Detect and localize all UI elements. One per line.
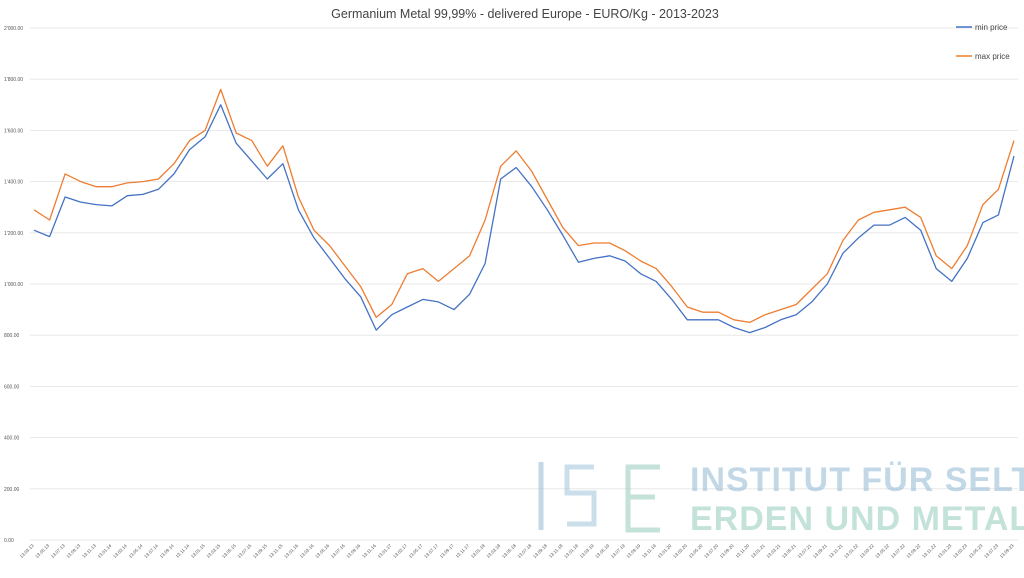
x-tick-label: 13.09.23 — [999, 543, 1015, 559]
x-tick-label: 13.05.23 — [968, 543, 984, 559]
x-tick-label: 13.09.14 — [159, 543, 175, 559]
x-tick-label: 13.11.21 — [828, 543, 844, 559]
y-tick-label: 1'200.00 — [4, 231, 23, 237]
x-tick-label: 13.01.20 — [657, 543, 673, 559]
ise-logo — [538, 462, 660, 533]
x-tick-label: 13.03.23 — [952, 543, 968, 559]
x-tick-label: 13.03.16 — [299, 543, 315, 559]
x-tick-label: 13.11.22 — [921, 543, 937, 559]
x-tick-label: 13.05.15 — [221, 543, 237, 559]
y-tick-label: 1'600.00 — [4, 128, 23, 134]
x-tick-label: 13.01.15 — [190, 543, 206, 559]
x-tick-label: 13.11.17 — [455, 543, 471, 559]
x-tick-label: 13.03.20 — [672, 543, 688, 559]
x-tick-label: 13.07.13 — [50, 543, 66, 559]
x-tick-label: 13.09.19 — [625, 543, 641, 559]
y-tick-label: 800.00 — [4, 333, 20, 339]
x-tick-label: 13.07.15 — [237, 543, 253, 559]
x-tick-label: 13.01.16 — [283, 543, 299, 559]
x-tick-label: 13.07.23 — [983, 543, 999, 559]
x-tick-label: 13.11.13 — [81, 543, 97, 559]
legend-label-max: max price — [975, 52, 1010, 61]
x-tick-label: 13.09.20 — [719, 543, 735, 559]
x-tick-label: 13.01.14 — [97, 543, 113, 559]
y-tick-label: 1'000.00 — [4, 282, 23, 288]
x-axis: 13.03.13 13.05.13 13.07.13 13.09.13 13.11.13… — [19, 543, 1015, 559]
y-tick-label: 0.00 — [4, 538, 14, 544]
y-tick-label: 1'800.00 — [4, 77, 23, 83]
watermark-line2: ERDEN UND METALLE AG — [690, 500, 1024, 538]
x-tick-label: 13.01.23 — [937, 543, 953, 559]
gridlines — [30, 27, 1018, 541]
x-tick-label: 13.03.21 — [765, 543, 781, 559]
x-tick-label: 13.01.19 — [563, 543, 579, 559]
x-tick-label: 13.09.15 — [252, 543, 268, 559]
x-tick-label: 13.01.18 — [470, 543, 486, 559]
x-tick-label: 13.09.17 — [439, 543, 455, 559]
y-tick-label: 200.00 — [4, 487, 20, 493]
x-tick-label: 13.11.16 — [361, 543, 377, 559]
x-tick-label: 13.09.22 — [905, 543, 921, 559]
x-tick-label: 13.01.17 — [377, 543, 393, 559]
x-tick-label: 13.09.18 — [532, 543, 548, 559]
y-tick-label: 2'000.00 — [4, 26, 23, 32]
y-axis: 0.00 200.00 400.00 600.00 800.00 1'000.00 1'20… — [4, 26, 23, 544]
x-tick-label: 13.01.22 — [843, 543, 859, 559]
x-tick-label: 13.07.19 — [610, 543, 626, 559]
x-tick-label: 13.07.21 — [797, 543, 813, 559]
x-tick-label: 13.11.20 — [735, 543, 751, 559]
x-tick-label: 13.09.21 — [812, 543, 828, 559]
x-tick-label: 13.03.22 — [859, 543, 875, 559]
x-tick-label: 13.11.14 — [175, 543, 191, 559]
x-tick-label: 13.07.18 — [517, 543, 533, 559]
x-tick-label: 13.05.19 — [594, 543, 610, 559]
x-tick-label: 13.09.16 — [345, 543, 361, 559]
x-tick-label: 13.03.13 — [19, 543, 35, 559]
x-tick-label: 13.05.18 — [501, 543, 517, 559]
x-tick-label: 13.05.16 — [314, 543, 330, 559]
x-tick-label: 13.03.14 — [112, 543, 128, 559]
series-line-min-price — [33, 104, 1015, 334]
x-tick-label: 13.11.19 — [641, 543, 657, 559]
legend: min price max price — [956, 23, 1010, 61]
x-tick-label: 13.01.21 — [750, 543, 766, 559]
x-tick-label: 13.07.16 — [330, 543, 346, 559]
series-line-max-price — [33, 88, 1015, 324]
y-tick-label: 600.00 — [4, 384, 20, 390]
x-tick-label: 13.03.15 — [205, 543, 221, 559]
chart-title: Germanium Metal 99,99% - delivered Europ… — [331, 7, 719, 21]
watermark-line1: INSTITUT FÜR SELTENE — [690, 461, 1024, 499]
x-tick-label: 13.11.15 — [268, 543, 284, 559]
watermark: INSTITUT FÜR SELTENE ERDEN UND METALLE A… — [538, 461, 1024, 538]
x-tick-label: 13.07.22 — [890, 543, 906, 559]
x-tick-label: 13.05.20 — [688, 543, 704, 559]
x-tick-label: 13.05.21 — [781, 543, 797, 559]
x-tick-label: 13.05.22 — [874, 543, 890, 559]
x-tick-label: 13.11.18 — [548, 543, 564, 559]
x-tick-label: 13.07.20 — [703, 543, 719, 559]
x-tick-label: 13.05.17 — [408, 543, 424, 559]
x-tick-label: 13.07.14 — [143, 543, 159, 559]
x-tick-label: 13.03.18 — [485, 543, 501, 559]
x-tick-label: 13.03.19 — [579, 543, 595, 559]
y-tick-label: 400.00 — [4, 436, 20, 442]
legend-label-min: min price — [975, 23, 1008, 32]
series-group — [33, 88, 1015, 334]
x-tick-label: 13.03.17 — [392, 543, 408, 559]
x-tick-label: 13.09.13 — [65, 543, 81, 559]
x-tick-label: 13.05.13 — [34, 543, 50, 559]
x-tick-label: 13.07.17 — [423, 543, 439, 559]
x-tick-label: 13.05.14 — [128, 543, 144, 559]
y-tick-label: 1'400.00 — [4, 180, 23, 186]
